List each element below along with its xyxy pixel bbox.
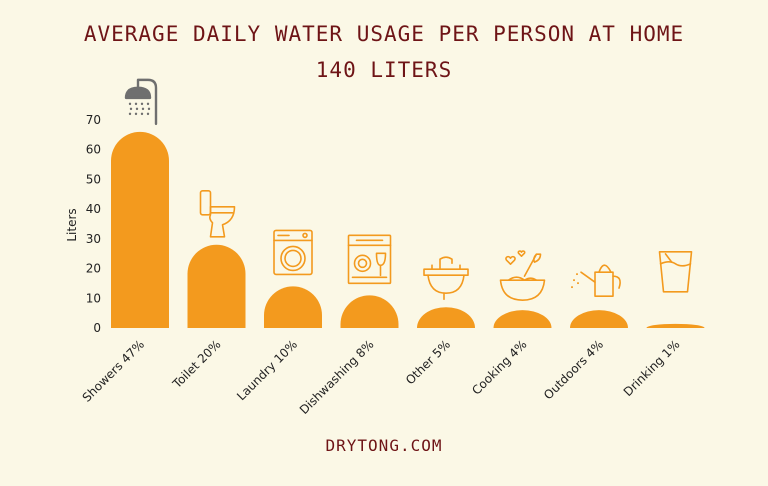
bar [111,131,169,328]
y-axis-label: Liters [65,208,79,241]
bar [570,310,628,328]
y-tick-label: 60 [86,143,101,157]
category-label: Outdoors 4% [541,337,606,402]
footer-site-name: DRYTONG.COM [325,436,443,455]
shower-icon [124,78,158,126]
glass-icon [658,251,693,293]
chart-subtitle: 140 LITERS [315,58,453,82]
chart-title: AVERAGE DAILY WATER USAGE PER PERSON AT … [83,22,685,46]
y-tick-label: 10 [86,291,101,305]
bar [417,307,475,328]
bar [187,244,246,328]
category-label: Showers 47% [80,337,147,404]
bar [646,323,705,328]
y-tick-label: 20 [86,262,101,276]
washing-machine-icon [273,229,313,276]
y-tick-label: 50 [86,172,101,186]
category-label: Dishwashing 8% [297,337,377,417]
dishwasher-icon [347,234,392,285]
sink-icon [423,256,469,300]
bar [340,295,399,328]
category-label: Drinking 1% [621,337,683,399]
watering-can-icon [571,264,621,297]
mixing-bowl-icon [499,250,546,301]
y-tick-label: 30 [86,232,101,246]
y-tick-label: 70 [86,113,101,127]
category-label: Laundry 10% [234,337,300,403]
y-tick-label: 40 [86,202,101,216]
bar [264,286,322,328]
toilet-icon [199,190,236,238]
y-tick-label: 0 [93,321,101,335]
category-label: Toilet 20% [169,337,223,391]
bar [493,310,552,328]
category-label: Cooking 4% [469,337,529,397]
category-label: Other 5% [403,337,453,387]
